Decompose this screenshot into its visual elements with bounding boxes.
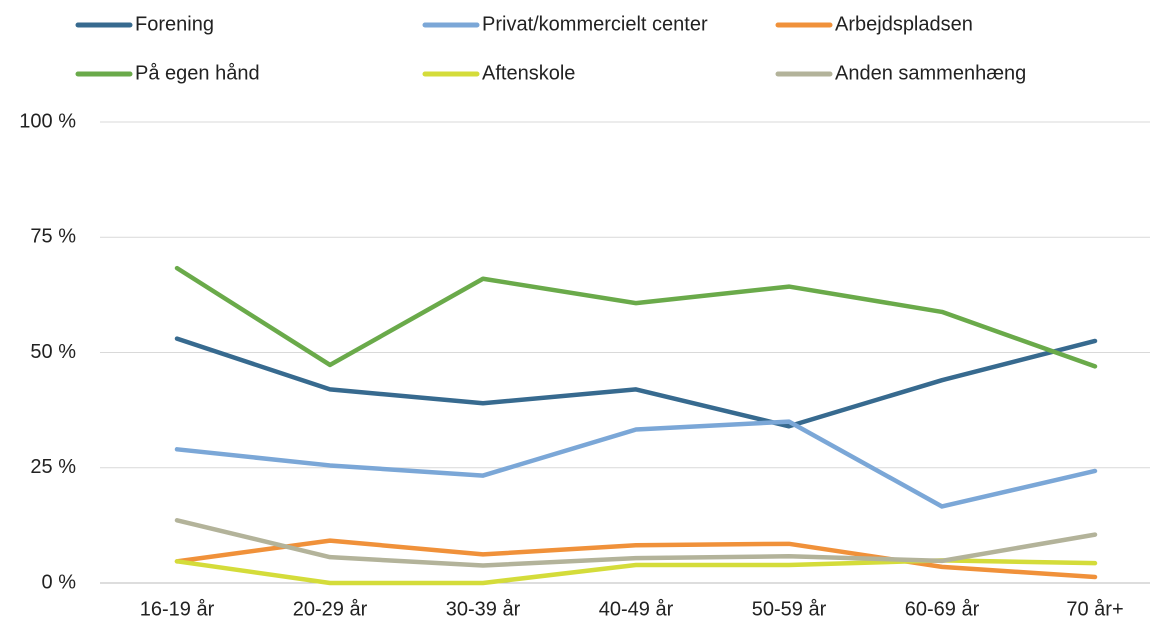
legend-label: På egen hånd	[135, 62, 260, 84]
y-tick-label: 50 %	[30, 341, 76, 363]
legend-label: Aftenskole	[482, 62, 575, 84]
y-tick-label: 100 %	[19, 110, 76, 132]
legend-label: Privat/kommercielt center	[482, 13, 708, 35]
series-line	[174, 419, 1098, 509]
x-tick-label: 60-69 år	[905, 598, 980, 620]
x-tick-label: 50-59 år	[752, 598, 827, 620]
y-tick-label: 25 %	[30, 456, 76, 478]
y-tick-label: 75 %	[30, 226, 76, 248]
x-tick-label: 20-29 år	[293, 598, 368, 620]
y-tick-label: 0 %	[42, 571, 77, 593]
x-tick-label: 16-19 år	[140, 598, 215, 620]
series-line	[174, 518, 1098, 568]
series-line	[174, 336, 1098, 429]
series-line	[174, 265, 1098, 369]
legend-label: Arbejdspladsen	[835, 13, 973, 35]
series-line	[174, 538, 1098, 580]
legend-label: Anden sammenhæng	[835, 62, 1026, 84]
legend-label: Forening	[135, 13, 214, 35]
x-tick-label: 40-49 år	[599, 598, 674, 620]
series-line	[174, 558, 1098, 586]
x-tick-label: 30-39 år	[446, 598, 521, 620]
x-tick-label: 70 år+	[1066, 598, 1123, 620]
